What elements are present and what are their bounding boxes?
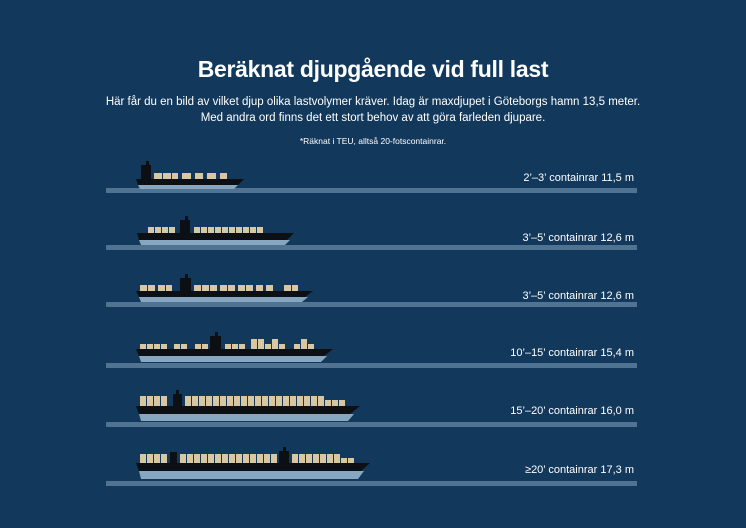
- funnel: [185, 274, 188, 279]
- teu-footnote: *Räknat i TEU, alltså 20-fotscontainrar.: [299, 136, 447, 146]
- funnel: [283, 447, 286, 452]
- funnel: [176, 390, 179, 395]
- intro-line-1: Här får du en bild av vilket djup olika …: [105, 96, 641, 108]
- bridge: [180, 220, 190, 233]
- waterline: [106, 245, 637, 250]
- ship-illustration-6: [106, 447, 637, 486]
- underwater-hull: [139, 471, 364, 479]
- ship-illustration-5: [106, 390, 637, 427]
- ship-label-2: 3’–5’ containrar 12,6 m: [522, 232, 635, 244]
- bridge: [173, 394, 182, 406]
- funnel: [185, 216, 188, 221]
- hull: [136, 291, 313, 297]
- hull: [136, 463, 370, 471]
- waterline: [106, 481, 637, 486]
- containers: [140, 396, 345, 406]
- ship-label-3: 3’–5’ containrar 12,6 m: [522, 290, 635, 302]
- waterline: [106, 302, 637, 307]
- bridge: [141, 165, 151, 179]
- waterline: [106, 422, 637, 427]
- ship-row-5: 15’–20’ containrar 16,0 m: [0, 385, 746, 445]
- ship-illustration-1: [106, 161, 637, 193]
- underwater-hull: [139, 240, 290, 245]
- intro-line-2: Med andra ord finns det ett stort behov …: [200, 112, 546, 124]
- page-title: Beräknat djupgående vid full last: [197, 56, 549, 82]
- hull: [136, 406, 360, 414]
- ship-illustration-3: [106, 274, 637, 307]
- bridge: [180, 278, 191, 291]
- ship-label-6: ≥20’ containrar 17,3 m: [525, 464, 634, 476]
- hull: [136, 179, 244, 185]
- hull: [137, 233, 294, 240]
- funnel: [215, 332, 218, 337]
- ship-row-6: ≥20’ containrar 17,3 m: [0, 442, 746, 502]
- ship-row-1: 2’–3’ containrar 11,5 m: [0, 155, 746, 215]
- funnel: [146, 161, 149, 166]
- ship-row-3: 3’–5’ containrar 12,6 m: [0, 270, 746, 330]
- waterline: [106, 363, 637, 368]
- containers: [148, 227, 263, 233]
- ship-row-2: 3’–5’ containrar 12,6 m: [0, 212, 746, 272]
- ship-row-4: 10’–15’ containrar 15,4 m: [0, 327, 746, 387]
- ship-label-5: 15’–20’ containrar 16,0 m: [510, 405, 634, 417]
- underwater-hull: [139, 356, 327, 362]
- hull: [136, 349, 333, 356]
- underwater-hull: [139, 414, 354, 421]
- waterline: [106, 188, 637, 193]
- underwater-hull: [139, 297, 308, 302]
- bridge: [279, 451, 289, 463]
- bridge: [210, 336, 221, 349]
- containers: [140, 285, 298, 291]
- ship-label-4: 10’–15’ containrar 15,4 m: [510, 347, 634, 359]
- ship-label-1: 2’–3’ containrar 11,5 m: [523, 172, 634, 184]
- containers: [140, 454, 354, 463]
- ship-illustration-2: [106, 216, 637, 250]
- bridge-fore: [170, 452, 177, 463]
- containers: [140, 339, 314, 349]
- ship-illustration-4: [106, 332, 637, 368]
- intro-text: Här får du en bild av vilket djup olika …: [0, 94, 746, 126]
- containers: [154, 173, 227, 179]
- underwater-hull: [138, 185, 238, 189]
